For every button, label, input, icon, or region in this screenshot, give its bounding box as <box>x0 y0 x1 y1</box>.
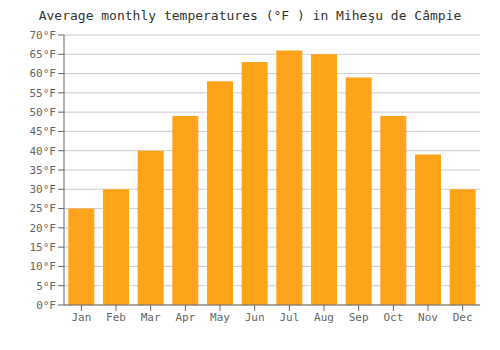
svg-text:Mar: Mar <box>141 311 161 324</box>
svg-text:70°F: 70°F <box>30 29 57 42</box>
svg-text:Aug: Aug <box>314 311 334 324</box>
svg-text:25°F: 25°F <box>30 202 57 215</box>
svg-text:Jan: Jan <box>71 311 91 324</box>
svg-text:20°F: 20°F <box>30 222 57 235</box>
svg-text:60°F: 60°F <box>30 67 57 80</box>
svg-text:Nov: Nov <box>418 311 438 324</box>
svg-text:Feb: Feb <box>106 311 126 324</box>
svg-text:10°F: 10°F <box>30 260 57 273</box>
svg-text:Jul: Jul <box>279 311 299 324</box>
html-text:Average monthly temperatures (: Average monthly temperatures (°F ) in Mi… <box>38 8 462 23</box>
svg-text:Sep: Sep <box>349 311 369 324</box>
svg-text:55°F: 55°F <box>30 87 57 100</box>
svg-text:45°F: 45°F <box>30 125 57 138</box>
svg-text:30°F: 30°F <box>30 183 57 196</box>
svg-text:Jun: Jun <box>245 311 265 324</box>
svg-text:Oct: Oct <box>383 311 403 324</box>
svg-text:Dec: Dec <box>453 311 473 324</box>
svg-text:5°F: 5°F <box>36 280 56 293</box>
svg-text:40°F: 40°F <box>30 145 57 158</box>
svg-text:50°F: 50°F <box>30 106 57 119</box>
svg-text:65°F: 65°F <box>30 48 57 61</box>
svg-text:0°F: 0°F <box>36 299 56 312</box>
svg-text:Apr: Apr <box>175 311 195 324</box>
svg-text:May: May <box>210 311 230 324</box>
svg-text:35°F: 35°F <box>30 164 57 177</box>
svg-text:15°F: 15°F <box>30 241 57 254</box>
